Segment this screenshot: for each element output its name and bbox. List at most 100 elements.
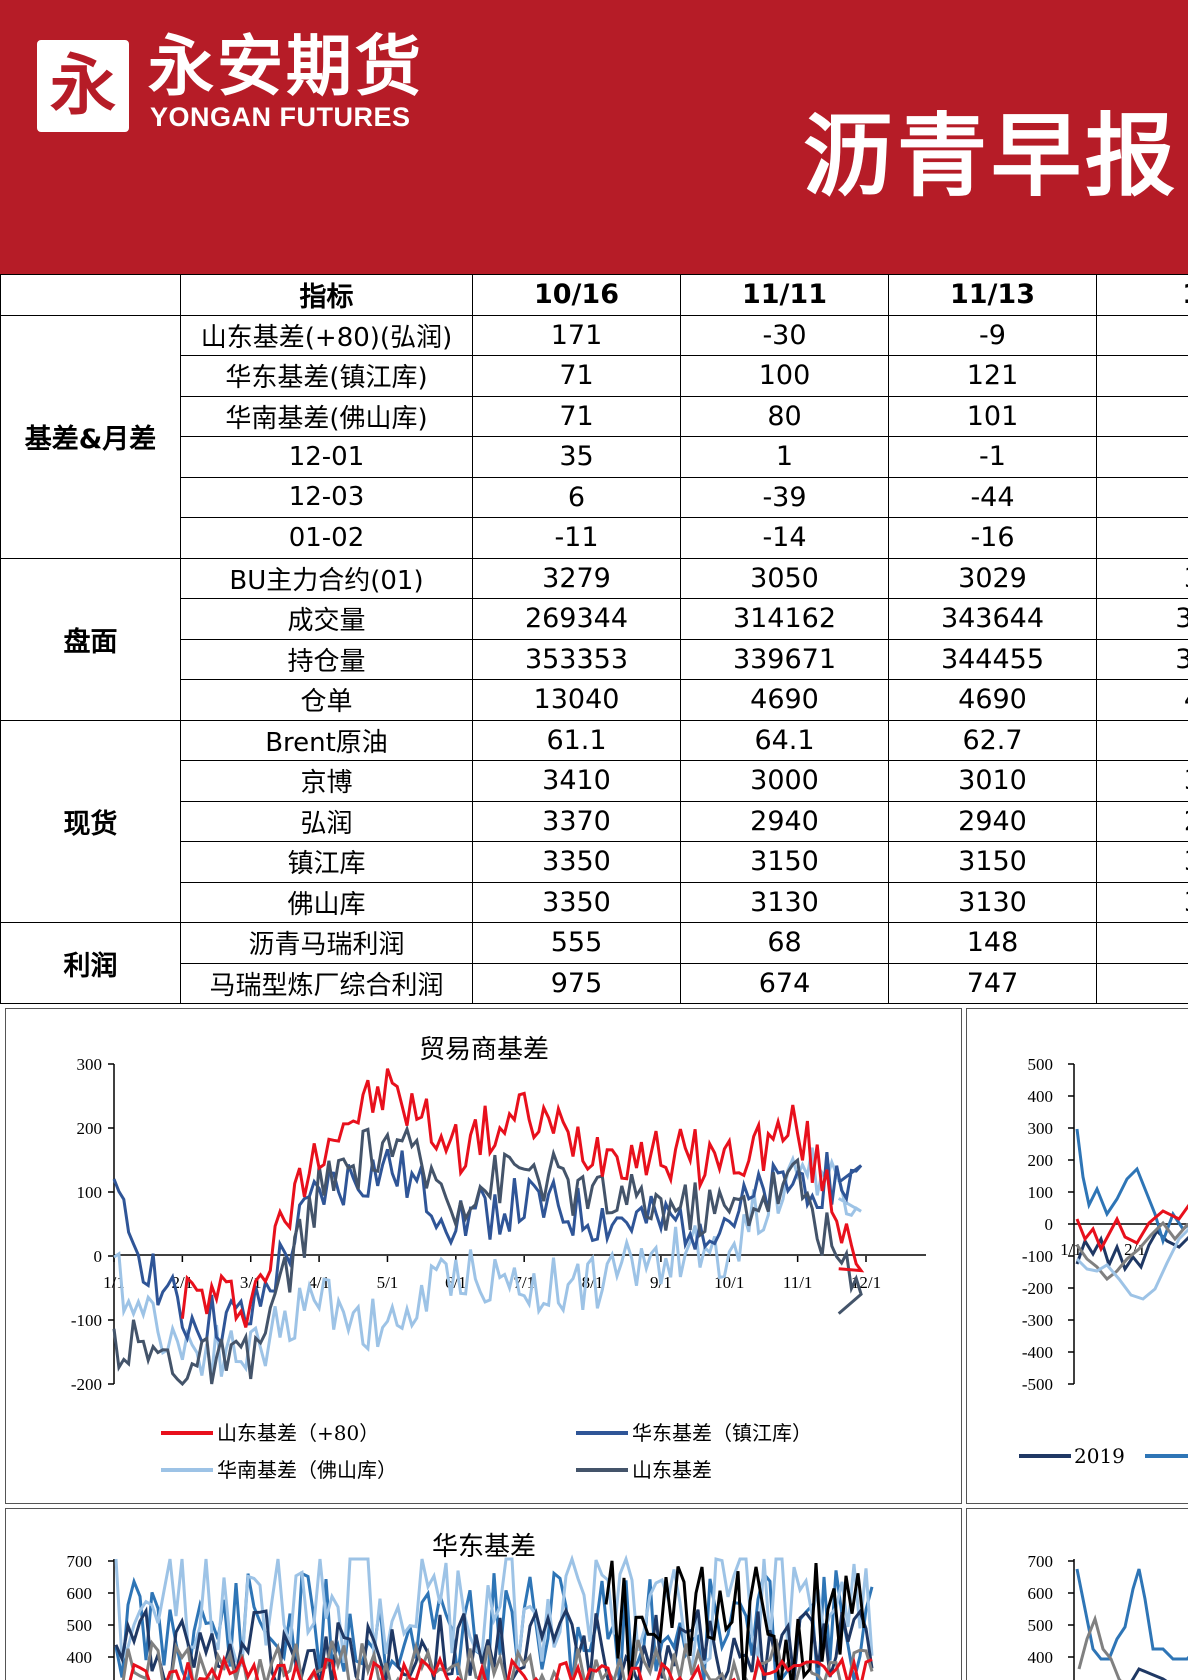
value-cell: 6 <box>1096 719 1188 761</box>
series-red-line <box>1075 1203 1188 1253</box>
value-cell: 3050 <box>680 557 889 599</box>
value-cell: 975 <box>472 962 681 1004</box>
header-date: 11/11 <box>680 274 889 316</box>
y-tick-label: 200 <box>1028 1151 1054 1170</box>
east-basis-chart-panel: 华东基差 700 600 500 400 <box>5 1508 962 1680</box>
metric-label: 佛山库 <box>180 881 473 923</box>
value-cell: 46 <box>1096 679 1188 721</box>
value-cell: 121 <box>888 355 1097 397</box>
seasonal-east-chart: 700 600 500 400 <box>1028 1552 1188 1680</box>
value-cell: 31 <box>1096 841 1188 883</box>
table-row: 弘润33702940294029 <box>1 800 1188 842</box>
value-cell: 30 <box>1096 557 1188 599</box>
value-cell: 13040 <box>472 679 681 721</box>
seasonal-basis-chart: 500 400 300 200 100 0 -100 -200 -300 -400 -500 1/1… <box>1019 1055 1188 1468</box>
value-cell: 344455 <box>888 638 1097 680</box>
y-tick-label: 100 <box>77 1183 103 1202</box>
y-tick-label: 700 <box>1028 1552 1054 1571</box>
y-tick-label: 400 <box>1028 1648 1054 1667</box>
value-cell: - <box>1096 314 1188 356</box>
y-tick-label: -100 <box>1022 1247 1053 1266</box>
series-line-5 <box>128 1654 873 1680</box>
value-cell: 101 <box>888 395 1097 437</box>
value-cell: 71 <box>472 395 681 437</box>
header-date: 11/13 <box>888 274 1097 316</box>
y-tick-label: 500 <box>1028 1055 1054 1074</box>
value-cell: - <box>1096 517 1188 559</box>
daily-indicator-table-wrapper: 指标 10/16 11/11 11/13 11 基差&月差山东基差(+80)(弘… <box>0 274 1188 1008</box>
y-tick-label: 600 <box>1028 1584 1054 1603</box>
value-cell: 339671 <box>680 638 889 680</box>
y-tick-label: 400 <box>1028 1087 1054 1106</box>
metric-label: 成交量 <box>180 598 473 640</box>
y-tick-label: 300 <box>77 1055 103 1074</box>
trader-basis-chart-panel: 贸易商基差 300 200 100 0 -100 -200 1/1 2/1 3/1 4/1 5/1… <box>5 1008 962 1504</box>
table-row: 马瑞型炼厂综合利润9756747477 <box>1 962 1188 1004</box>
legend-label: 华东基差（镇江库） <box>632 1421 812 1445</box>
metric-label: 12-03 <box>180 476 473 518</box>
value-cell: 2940 <box>680 800 889 842</box>
metric-label: 持仓量 <box>180 638 473 680</box>
series-dark-line <box>1130 1667 1168 1680</box>
value-cell: 9 <box>1096 395 1188 437</box>
east-basis-chart: 华东基差 700 600 500 400 <box>67 1532 874 1680</box>
brand-name-cn: 永安期货 <box>148 28 424 105</box>
value-cell: -39 <box>680 476 889 518</box>
header-group <box>0 274 181 316</box>
y-tick-label: 0 <box>94 1247 103 1266</box>
value-cell: 2940 <box>888 800 1097 842</box>
table-row: 持仓量353353339671344455347 <box>1 638 1188 680</box>
y-tick-label: 200 <box>77 1119 103 1138</box>
value-cell: -14 <box>680 517 889 559</box>
logo-glyph: 永 <box>50 47 116 124</box>
report-header: 永 永安期货 YONGAN FUTURES 沥青早报 <box>0 0 1188 274</box>
value-cell: 64.1 <box>680 719 889 761</box>
y-tick-label: 400 <box>67 1648 93 1667</box>
legend-label: 山东基差 <box>632 1458 712 1482</box>
value-cell: 3010 <box>888 760 1097 802</box>
value-cell: 62.7 <box>888 719 1097 761</box>
value-cell: 171 <box>472 314 681 356</box>
value-cell: 80 <box>680 395 889 437</box>
metric-label: 马瑞型炼厂综合利润 <box>180 962 473 1004</box>
value-cell: 555 <box>472 922 681 964</box>
value-cell: 1 <box>680 436 889 478</box>
metric-label: 华东基差(镇江库) <box>180 355 473 397</box>
metric-label: 仓单 <box>180 679 473 721</box>
metric-label: 镇江库 <box>180 841 473 883</box>
value-cell: 3370 <box>472 800 681 842</box>
yongan-logo-icon: 永 <box>37 40 129 132</box>
value-cell: 747 <box>888 962 1097 1004</box>
value-cell: 3150 <box>888 841 1097 883</box>
value-cell: 148 <box>888 922 1097 964</box>
y-tick-label: 600 <box>67 1584 93 1603</box>
group-label: 现货 <box>0 719 181 923</box>
value-cell: 4690 <box>888 679 1097 721</box>
metric-label: 华南基差(佛山库) <box>180 395 473 437</box>
y-tick-label: -200 <box>1022 1279 1053 1298</box>
group-label: 利润 <box>0 922 181 1004</box>
daily-indicator-table: 指标 10/16 11/11 11/13 11 基差&月差山东基差(+80)(弘… <box>0 274 1188 1004</box>
legend-label: 山东基差（+80） <box>217 1421 379 1445</box>
metric-label: 弘润 <box>180 800 473 842</box>
value-cell: 1 <box>1096 436 1188 478</box>
metric-label: BU主力合约(01) <box>180 557 473 599</box>
metric-label: 山东基差(+80)(弘润) <box>180 314 473 356</box>
series-gray-line <box>1077 1614 1122 1680</box>
value-cell: -9 <box>888 314 1097 356</box>
value-cell: 343644 <box>888 598 1097 640</box>
metric-label: 12-01 <box>180 436 473 478</box>
y-tick-label: -400 <box>1022 1343 1053 1362</box>
series-line-1 <box>112 1148 863 1347</box>
value-cell: -44 <box>888 476 1097 518</box>
series-line-1 <box>114 1554 874 1669</box>
value-cell: 68 <box>680 922 889 964</box>
value-cell: 3130 <box>888 881 1097 923</box>
value-cell: 353353 <box>472 638 681 680</box>
chart-title: 华东基差 <box>432 1532 536 1562</box>
y-tick-label: -300 <box>1022 1311 1053 1330</box>
value-cell: 61.1 <box>472 719 681 761</box>
